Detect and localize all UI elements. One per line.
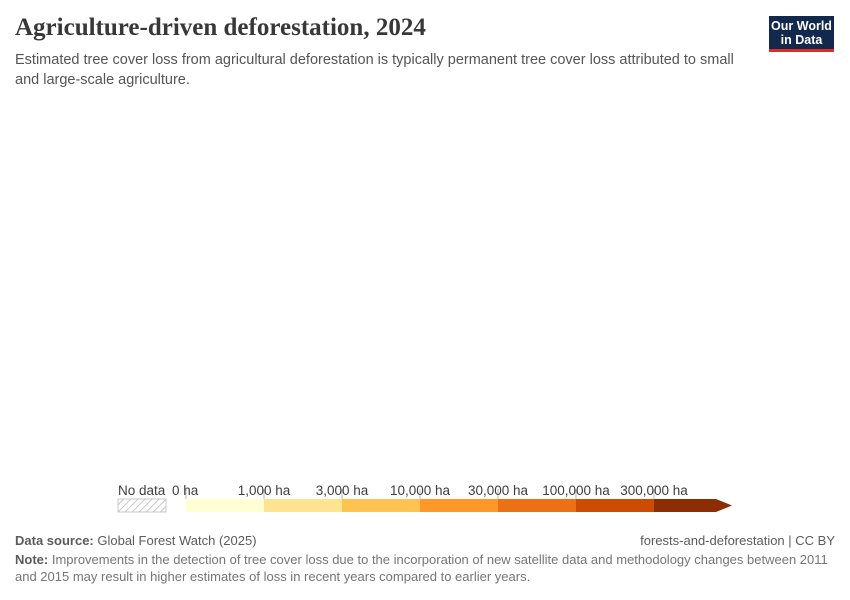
svg-text:100,000 ha: 100,000 ha xyxy=(542,483,610,498)
svg-text:30,000 ha: 30,000 ha xyxy=(468,483,529,498)
svg-text:10,000 ha: 10,000 ha xyxy=(390,483,451,498)
svg-text:0 ha: 0 ha xyxy=(172,483,199,498)
svg-text:3,000 ha: 3,000 ha xyxy=(316,483,369,498)
svg-text:No data: No data xyxy=(118,483,166,498)
svg-text:1,000 ha: 1,000 ha xyxy=(238,483,291,498)
svg-text:300,000 ha: 300,000 ha xyxy=(620,483,688,498)
